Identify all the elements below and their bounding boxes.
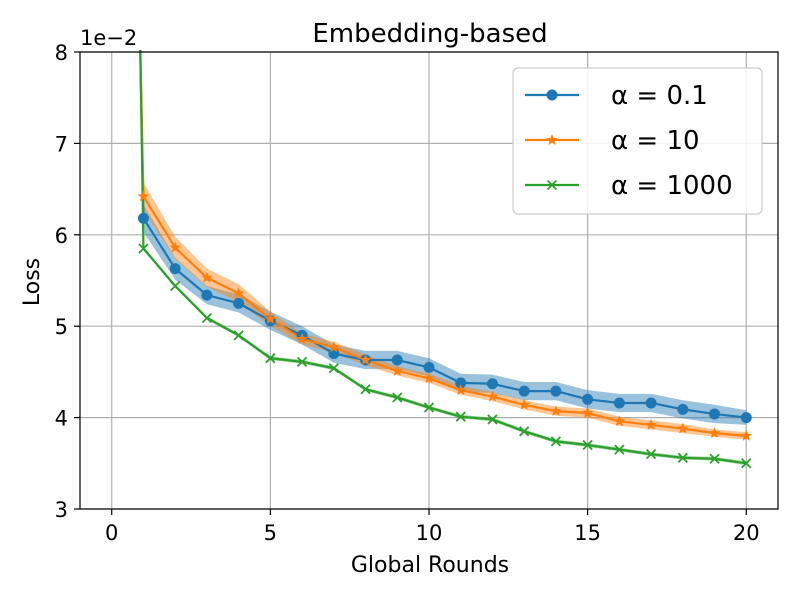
marker-series-1 (518, 398, 530, 410)
marker-series-1 (137, 190, 150, 202)
y-tick-label: 4 (55, 407, 68, 431)
marker-series-1 (359, 354, 372, 365)
marker-series-0 (550, 385, 562, 397)
y-scale-label: 1e−2 (80, 26, 137, 50)
legend-label: α = 1000 (611, 171, 733, 201)
marker-series-2 (170, 280, 181, 292)
x-tick-label: 15 (574, 521, 601, 545)
marker-series-2 (233, 330, 244, 341)
y-tick-label: 3 (55, 498, 68, 522)
marker-series-2 (360, 384, 371, 395)
marker-series-0 (137, 212, 149, 224)
marker-series-0 (518, 385, 530, 397)
marker-series-0 (486, 378, 498, 390)
x-tick-label: 0 (105, 521, 118, 545)
marker-series-2 (265, 353, 276, 364)
marker-series-1 (201, 271, 213, 283)
legend-marker (546, 89, 558, 101)
marker-series-1 (486, 390, 499, 402)
marker-series-1 (296, 333, 308, 344)
series-markers (137, 190, 752, 469)
marker-series-0 (740, 412, 752, 424)
marker-series-0 (455, 377, 467, 389)
y-tick-label: 8 (55, 41, 68, 65)
legend-label: α = 0.1 (611, 81, 708, 111)
marker-series-1 (423, 372, 435, 384)
marker-series-1 (169, 241, 181, 253)
marker-series-0 (582, 393, 594, 405)
marker-series-1 (391, 364, 403, 376)
marker-series-1 (550, 405, 562, 417)
marker-series-2 (201, 312, 213, 324)
marker-series-0 (709, 408, 721, 420)
marker-series-0 (201, 289, 213, 301)
marker-series-1 (613, 415, 626, 427)
band-series-1 (143, 182, 747, 440)
marker-series-2 (296, 356, 308, 367)
legend: α = 0.1 α = 10 α = 1000 (512, 67, 763, 215)
marker-series-2 (487, 414, 498, 425)
confidence-bands (143, 182, 747, 466)
legend-box (512, 67, 763, 215)
band-series-0 (143, 204, 747, 425)
marker-series-1 (328, 341, 340, 353)
marker-series-2 (709, 453, 720, 464)
marker-series-0 (233, 297, 245, 309)
marker-series-0 (423, 361, 435, 373)
marker-series-2 (423, 402, 435, 413)
axis-ticks: 0 5 10 15 20 3 4 5 6 7 8 (55, 41, 760, 545)
x-axis-label: Global Rounds (351, 553, 509, 578)
marker-series-1 (677, 422, 689, 434)
marker-series-1 (581, 407, 594, 418)
x-tick-label: 20 (733, 521, 760, 545)
marker-series-1 (740, 429, 752, 441)
marker-series-1 (455, 384, 467, 396)
marker-series-2 (519, 426, 530, 437)
marker-series-2 (677, 452, 688, 463)
chart-title: Embedding-based (312, 19, 547, 49)
marker-series-2 (392, 392, 403, 403)
marker-series-2 (645, 449, 657, 460)
marker-series-0 (645, 397, 657, 409)
legend-label: α = 10 (611, 126, 700, 156)
marker-series-2 (582, 439, 593, 451)
marker-series-1 (708, 427, 721, 438)
x-tick-label: 10 (416, 521, 443, 545)
y-tick-label: 7 (55, 132, 68, 156)
marker-series-0 (613, 397, 625, 409)
marker-series-0 (169, 263, 181, 275)
marker-series-1 (232, 287, 245, 299)
marker-series-2 (328, 363, 339, 374)
y-axis-label: Loss (20, 258, 45, 306)
marker-series-0 (677, 403, 689, 415)
marker-series-2 (138, 243, 149, 254)
marker-series-2 (614, 444, 625, 455)
y-tick-label: 5 (55, 315, 68, 339)
legend-marker (546, 179, 558, 191)
marker-series-2 (455, 411, 466, 422)
marker-series-2 (550, 436, 562, 447)
marker-series-2 (741, 458, 752, 469)
x-tick-label: 5 (264, 521, 277, 545)
y-tick-label: 6 (55, 224, 68, 248)
legend-marker (546, 134, 558, 145)
marker-series-1 (264, 312, 277, 324)
band-series-2 (143, 246, 747, 466)
marker-series-0 (391, 354, 403, 366)
marker-series-1 (645, 418, 657, 430)
